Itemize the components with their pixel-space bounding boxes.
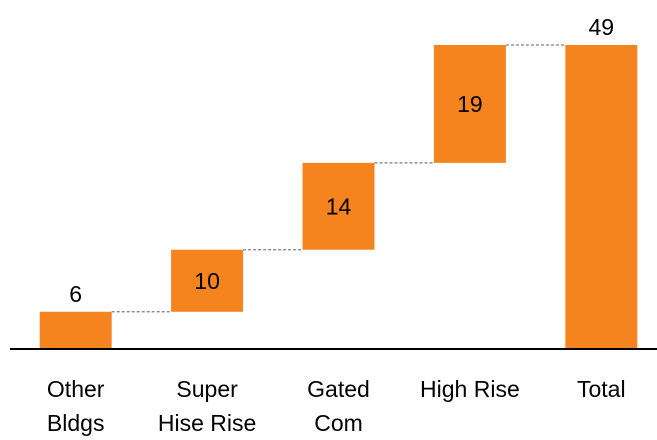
category-label-line: Other xyxy=(47,376,105,402)
value-label-3: 19 xyxy=(457,91,483,117)
category-label-2: Gated Com xyxy=(307,376,370,436)
bar-0 xyxy=(39,311,112,349)
category-label-line: High Rise xyxy=(420,376,520,402)
category-label-line: Bldgs xyxy=(47,410,105,436)
bar-1 xyxy=(171,249,244,312)
category-label-line: Total xyxy=(577,376,626,402)
value-label-1: 10 xyxy=(194,268,220,294)
bar-2 xyxy=(302,162,375,250)
category-label-1: Super Hise Rise xyxy=(158,376,256,436)
value-label-2: 14 xyxy=(326,193,352,219)
category-label-4: Total xyxy=(577,376,626,402)
bars xyxy=(39,45,638,349)
value-label-0: 6 xyxy=(69,281,82,307)
category-label-line: Com xyxy=(314,410,363,436)
category-label-3: High Rise xyxy=(420,376,520,402)
value-labels: 6 10 14 19 49 xyxy=(69,14,614,307)
category-label-0: Other Bldgs xyxy=(47,376,105,436)
category-label-line: Hise Rise xyxy=(158,410,256,436)
bar-4 xyxy=(565,45,638,349)
category-label-line: Gated xyxy=(307,376,370,402)
bar-3 xyxy=(433,45,506,163)
category-label-line: Super xyxy=(176,376,238,402)
category-labels: Other Bldgs Super Hise Rise Gated Com High Ris… xyxy=(47,376,626,436)
value-label-4: 49 xyxy=(589,14,615,40)
